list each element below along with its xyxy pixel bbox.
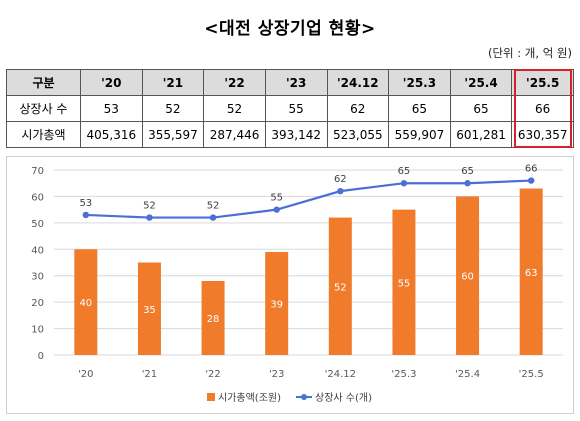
- table-cell: 52: [203, 95, 266, 122]
- y-tick-label: 10: [31, 325, 44, 336]
- table-header-row: 구분 '20 '21 '22 '23 '24.12 '25.3 '25.4 '2…: [6, 69, 574, 96]
- table-cell: 55: [264, 95, 328, 122]
- bar: [137, 262, 161, 355]
- legend-swatch-bar: [207, 393, 215, 401]
- legend-label: 상장사 수(개): [315, 392, 372, 404]
- line-point: [146, 214, 153, 221]
- table-column-header: '24.12: [326, 69, 390, 96]
- x-tick-label: '25.5: [519, 369, 544, 380]
- bar: [201, 281, 225, 355]
- table-column-header: '23: [264, 69, 328, 96]
- bar-data-label: 39: [270, 299, 283, 310]
- table-cell: 355,597: [141, 121, 205, 148]
- bar-data-label: 55: [398, 278, 411, 289]
- bar-data-label: 40: [79, 298, 92, 309]
- y-tick-label: 50: [31, 219, 44, 230]
- table-cell: 559,907: [388, 121, 451, 148]
- table-cell: 65: [449, 95, 513, 122]
- y-tick-label: 30: [31, 272, 44, 283]
- table-cell: 53: [80, 95, 143, 122]
- bar-data-label: 35: [143, 305, 156, 316]
- table-row: 상장사 수 53 52 52 55 62 65 65 66: [6, 95, 574, 122]
- unit-note: (단위 : 개, 억 원): [487, 46, 572, 60]
- line-data-label: 52: [207, 201, 220, 212]
- line-point: [400, 180, 408, 187]
- y-tick-label: 60: [31, 192, 44, 203]
- y-tick-label: 20: [31, 298, 44, 309]
- line-point: [527, 177, 535, 184]
- bar: [519, 188, 543, 355]
- table-cell: 630,357: [511, 121, 574, 148]
- table-column-header: '22: [203, 69, 266, 96]
- line-point: [209, 214, 217, 221]
- y-tick-label: 0: [38, 351, 44, 362]
- line-data-label: 65: [398, 166, 411, 177]
- table-column-header: '25.4: [449, 69, 513, 96]
- y-tick-label: 40: [31, 245, 44, 256]
- x-tick-label: '25.4: [455, 369, 480, 380]
- row-label: 시가총액: [6, 121, 81, 148]
- x-tick-label: '25.3: [391, 369, 416, 380]
- bar: [265, 251, 289, 355]
- table-cell: 601,281: [449, 121, 513, 148]
- chart-panel: 0 10 20 30 40 50 60 70 40 35 28 39 52 55 60 63 53 52 52 55 6…: [6, 156, 574, 414]
- table-cell: 405,316: [80, 121, 143, 148]
- line-data-label: 52: [143, 201, 156, 212]
- line-point: [464, 180, 471, 187]
- line-data-label: 66: [525, 164, 538, 175]
- table-column-header-highlighted: '25.5: [511, 69, 574, 96]
- bar-data-label: 28: [207, 314, 220, 325]
- table-cell: 66: [511, 95, 574, 122]
- x-tick-label: '23: [269, 369, 284, 380]
- table-cell: 523,055: [326, 121, 390, 148]
- bar-data-label: 60: [461, 272, 474, 283]
- bar: [456, 196, 480, 355]
- legend-label: 시가총액(조원): [218, 392, 281, 404]
- summary-table: 구분 '20 '21 '22 '23 '24.12 '25.3 '25.4 '2…: [6, 69, 574, 148]
- line-data-label: 65: [461, 166, 474, 177]
- table-cell: 287,446: [203, 121, 266, 148]
- x-tick-label: '24.12: [325, 369, 356, 380]
- table-column-header: '25.3: [388, 69, 451, 96]
- bar-data-label: 52: [334, 282, 347, 293]
- line-point: [337, 187, 344, 195]
- table-cell: 65: [388, 95, 451, 122]
- line-point: [273, 206, 280, 213]
- bar: [392, 209, 416, 355]
- line-data-label: 55: [270, 193, 283, 204]
- table-cell: 62: [326, 95, 390, 122]
- table-header-label: 구분: [6, 69, 81, 96]
- y-tick-label: 70: [31, 166, 44, 177]
- bar-data-label: 63: [525, 268, 538, 279]
- x-tick-label: '22: [205, 369, 220, 380]
- x-tick-label: '21: [142, 369, 157, 380]
- line-data-label: 62: [334, 174, 347, 185]
- series-line: [85, 179, 532, 219]
- page-title: <대전 상장기업 현황>: [204, 19, 376, 39]
- bar: [74, 249, 98, 355]
- line-data-label: 53: [79, 198, 92, 209]
- x-tick-label: '20: [78, 369, 93, 380]
- table-cell: 393,142: [264, 121, 328, 148]
- table-cell: 52: [141, 95, 205, 122]
- legend-swatch-marker: [301, 394, 307, 400]
- table-column-header: '20: [80, 69, 143, 96]
- bar: [328, 217, 352, 355]
- table-row: 시가총액 405,316 355,597 287,446 393,142 523…: [6, 121, 574, 148]
- combo-chart: 0 10 20 30 40 50 60 70 40 35 28 39 52 55 60 63 53 52 52 55 6…: [31, 164, 563, 404]
- row-label: 상장사 수: [6, 95, 81, 122]
- table-column-header: '21: [141, 69, 205, 96]
- line-point: [82, 211, 90, 219]
